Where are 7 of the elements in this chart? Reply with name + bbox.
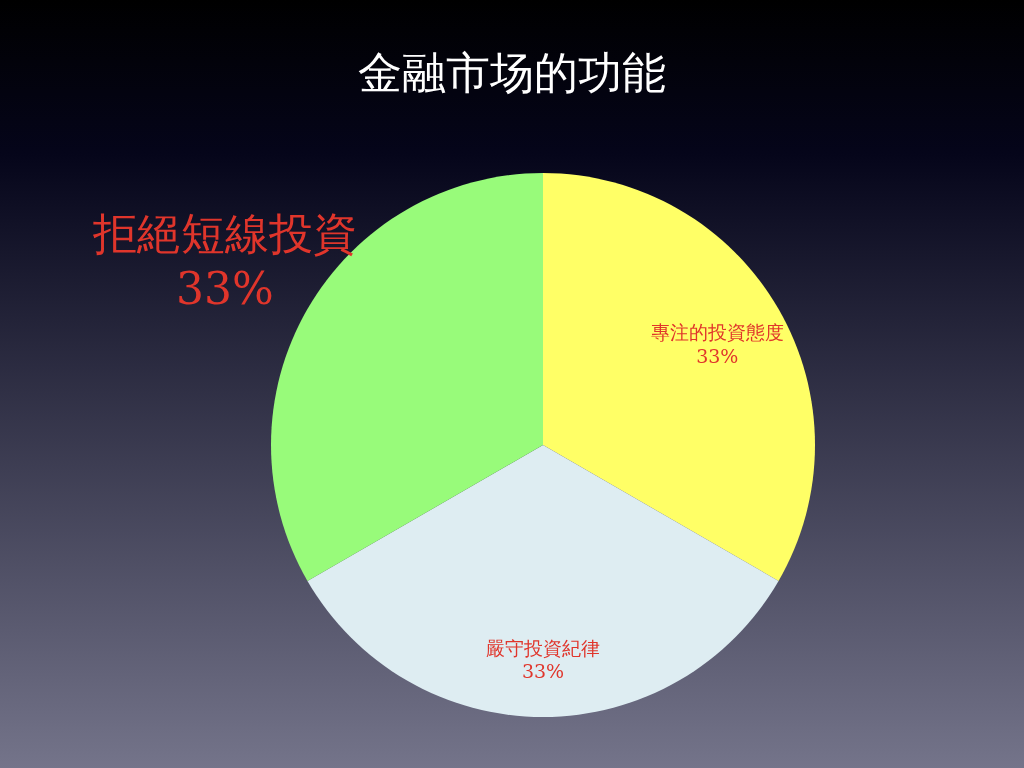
slice-label: 嚴守投資紀律 bbox=[486, 636, 600, 659]
data-label: 33% bbox=[696, 344, 739, 367]
slice-label: 專注的投資態度 bbox=[650, 321, 784, 344]
data-label: 33% bbox=[176, 263, 274, 315]
slice-label: 拒絕短線投資 bbox=[92, 208, 357, 260]
chart-title: 金融市场的功能 bbox=[358, 47, 666, 98]
data-label: 33% bbox=[521, 660, 565, 683]
